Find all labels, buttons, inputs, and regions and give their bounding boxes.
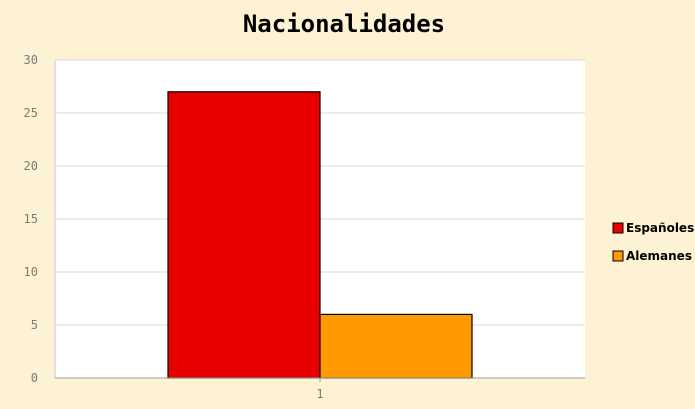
bar-alemanes (319, 313, 473, 379)
legend-label: Alemanes (626, 249, 692, 263)
x-axis-ticks: 1 (316, 378, 324, 401)
y-tick-label: 30 (24, 53, 38, 67)
y-tick-label: 15 (24, 212, 38, 226)
legend-label: Españoles (626, 221, 694, 235)
bars (167, 91, 473, 379)
legend-swatch (612, 222, 624, 234)
y-tick-label: 5 (31, 318, 38, 332)
y-axis-ticks: 0 5 10 15 20 25 30 (24, 53, 38, 385)
y-tick-label: 25 (24, 106, 38, 120)
chart-title: Nacionalidades (243, 10, 445, 38)
legend-swatch (612, 250, 624, 262)
y-tick-label: 20 (24, 159, 38, 173)
bar-espanoles (167, 91, 321, 379)
legend: Españoles Alemanes (612, 221, 694, 263)
y-tick-label: 10 (24, 265, 38, 279)
y-tick-label: 0 (31, 371, 38, 385)
x-tick-label: 1 (316, 387, 323, 401)
